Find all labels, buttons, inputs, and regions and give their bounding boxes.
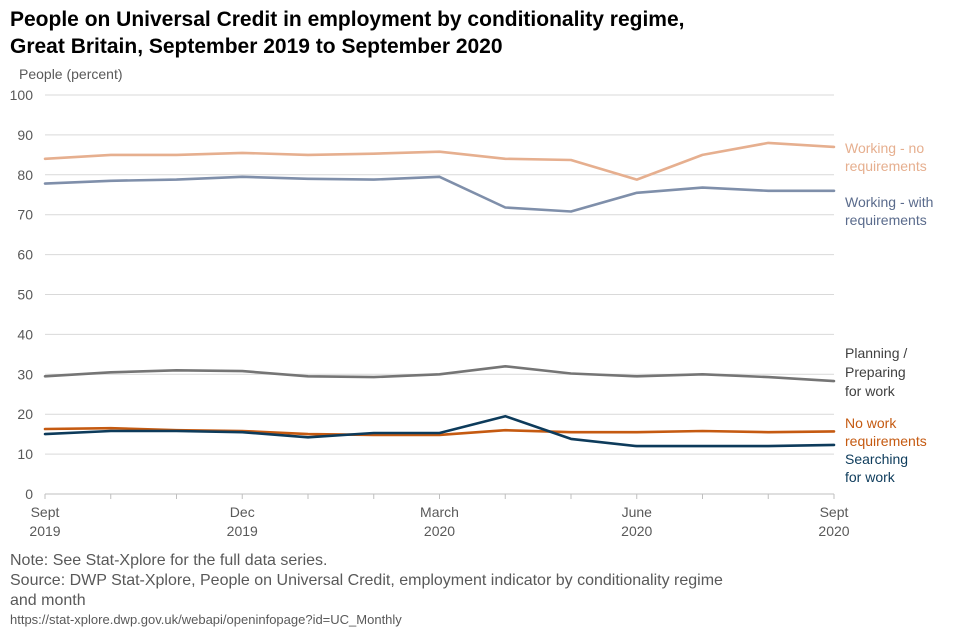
series-label-line: requirements [845,212,927,228]
y-tick-label-100: 100 [10,87,34,103]
x-tick-label-line2: 2019 [227,523,258,539]
x-tick-label-line2: 2020 [424,523,455,539]
series-label-line: Searching [845,451,908,467]
series-lines [43,141,836,448]
x-tick-label-line1: Sept [820,504,849,520]
x-tick-label-line1: June [622,504,653,520]
gridlines [45,94,834,455]
y-tick-label-90: 90 [17,127,33,143]
x-tick-label-line1: March [420,504,459,520]
y-tick-label-10: 10 [17,446,33,462]
series-label-searching: Searching for work [845,451,908,485]
series-label-line: No work [845,415,897,431]
x-tick-label-line1: Dec [230,504,255,520]
x-tick-label-0: Sept 2019 [29,504,60,539]
y-tick-label-30: 30 [17,366,33,382]
series-label-line: requirements [845,158,927,174]
series-line-working-no-req [43,141,836,181]
chart-title-line-1: People on Universal Credit in employment… [10,8,685,31]
note-text: Note: See Stat-Xplore for the full data … [10,552,328,569]
x-tick-label-9: June 2020 [621,504,652,539]
axes: 0 10 20 30 40 50 60 70 80 90 100 People (percent) Se… [10,66,850,539]
series-label-line: for work [845,383,896,399]
x-tick-label-6: March 2020 [420,504,459,539]
x-tick-label-line2: 2020 [621,523,652,539]
source-text-line-2: and month [10,592,86,609]
y-tick-label-60: 60 [17,247,33,263]
series-label-working-no-req: Working - no requirements [845,140,927,174]
series-label-planning-preparing: Planning / Preparing for work [845,345,907,399]
y-tick-label-50: 50 [17,287,33,303]
y-tick-label-40: 40 [17,326,33,342]
chart-title-line-2: Great Britain, September 2019 to Septemb… [10,35,503,58]
series-label-line: Working - with [845,194,933,210]
y-tick-label-70: 70 [17,207,33,223]
x-tick-label-line2: 2019 [29,523,60,539]
x-tick-label-line1: Sept [31,504,60,520]
y-tick-label-0: 0 [25,486,33,502]
chart-title: People on Universal Credit in employment… [10,6,910,60]
source-text-line-1: Source: DWP Stat-Xplore, People on Unive… [10,572,723,589]
series-label-line: for work [845,469,896,485]
line-chart: 0 10 20 30 40 50 60 70 80 90 100 People (percent) Se… [10,66,934,539]
series-label-no-work-req: No work requirements [845,415,927,449]
series-line-working-with-req [43,175,836,213]
y-tick-label-20: 20 [17,406,33,422]
series-label-line: requirements [845,433,927,449]
series-labels: Working - no requirements Working - with re… [845,140,933,485]
series-label-line: Working - no [845,140,924,156]
y-axis-title: People (percent) [19,66,123,82]
series-label-working-with-req: Working - with requirements [845,194,933,228]
chart-notes: Note: See Stat-Xplore for the full data … [10,551,910,629]
series-line-planning-preparing [43,364,836,383]
series-line-searching [43,414,836,448]
x-tick-label-line2: 2020 [818,523,849,539]
x-tick-label-3: Dec 2019 [227,504,258,539]
series-label-line: Planning / [845,345,907,361]
series-label-line: Preparing [845,364,906,380]
x-tick-label-12: Sept 2020 [818,504,849,539]
source-url: https://stat-xplore.dwp.gov.uk/webapi/op… [10,612,402,627]
y-tick-label-80: 80 [17,167,33,183]
